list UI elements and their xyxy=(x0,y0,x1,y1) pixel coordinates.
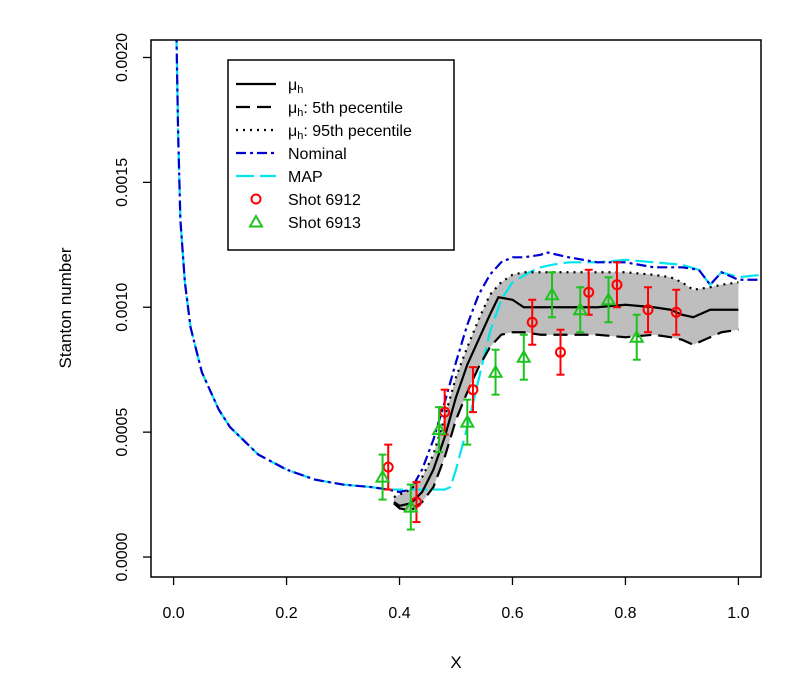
y-tick-label: 0.0020 xyxy=(114,33,131,82)
y-tick-label: 0.0010 xyxy=(114,283,131,332)
y-axis: 0.0000 0.0005 0.0010 0.0015 0.0020 xyxy=(114,33,151,581)
legend-marker-1 xyxy=(248,213,264,228)
data-point-shot-1 xyxy=(374,469,391,483)
legend-label-shot-1: Shot 6913 xyxy=(288,215,361,232)
uncertainty-band xyxy=(393,272,739,511)
legend-label-1: μh: 5th pecentile xyxy=(288,100,403,119)
y-axis-label: Stanton number xyxy=(56,247,75,368)
series-line-4 xyxy=(175,40,761,491)
data-point-shot-0 xyxy=(670,306,682,318)
data-point-shot-1 xyxy=(403,499,419,513)
y-tick-label: 0.0005 xyxy=(114,408,131,457)
x-axis: 0.0 0.2 0.4 0.6 0.8 1.0 xyxy=(162,577,750,622)
legend-label-4: MAP xyxy=(288,169,323,186)
series-line-3 xyxy=(175,40,761,494)
legend-marker-0 xyxy=(250,193,262,205)
plot-area xyxy=(175,40,761,531)
data-point-shot-1 xyxy=(516,349,532,363)
x-tick-label: 0.6 xyxy=(501,605,523,622)
data-point-shot-0 xyxy=(554,346,566,358)
data-point-shot-0 xyxy=(382,461,394,473)
data-point-shot-0 xyxy=(611,279,623,291)
x-tick-label: 0.4 xyxy=(388,605,410,622)
x-axis-label: X xyxy=(450,653,461,672)
data-point-shot-0 xyxy=(467,384,479,396)
x-tick-label: 1.0 xyxy=(727,605,749,622)
data-point-shot-1 xyxy=(431,421,447,436)
data-point-shot-0 xyxy=(642,304,654,316)
data-point-shot-1 xyxy=(487,364,504,378)
data-point-shot-1 xyxy=(629,329,645,343)
data-point-shot-0 xyxy=(439,406,451,418)
data-point-shot-0 xyxy=(526,316,538,328)
legend-label-shot-0: Shot 6912 xyxy=(288,192,361,209)
data-point-shot-0 xyxy=(583,286,595,298)
y-tick-label: 0.0000 xyxy=(114,532,131,581)
series-line-2 xyxy=(393,271,739,499)
data-point-shot-1 xyxy=(544,286,560,301)
x-tick-label: 0.0 xyxy=(162,605,184,622)
series-line-1 xyxy=(393,328,739,512)
data-point-shot-1 xyxy=(600,291,617,306)
legend-label-0: μh xyxy=(288,77,303,96)
data-point-shot-1 xyxy=(459,414,476,428)
data-point-shot-1 xyxy=(572,301,588,316)
plot-frame xyxy=(150,39,762,578)
x-tick-label: 0.8 xyxy=(614,605,636,622)
y-tick-label: 0.0015 xyxy=(114,158,131,207)
legend-label-2: μh: 95th pecentile xyxy=(288,123,412,142)
series-line-0 xyxy=(393,296,739,507)
legend-box xyxy=(227,59,455,251)
legend: μh μh: 5th pecentile μh: 95th pecentile Nom… xyxy=(227,59,455,251)
legend-label-3: Nominal xyxy=(288,146,347,163)
x-tick-label: 0.2 xyxy=(275,605,297,622)
